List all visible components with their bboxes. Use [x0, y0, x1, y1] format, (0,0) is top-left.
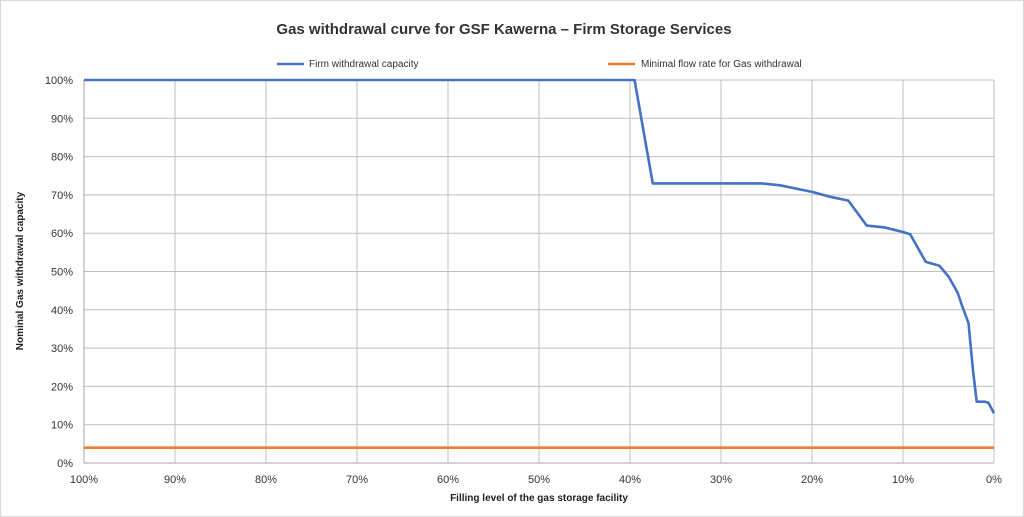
x-tick-label: 90% — [164, 474, 186, 486]
y-tick-label: 40% — [51, 305, 73, 317]
x-tick-label: 0% — [986, 474, 1002, 486]
legend: Firm withdrawal capacity Minimal flow rat… — [277, 59, 802, 70]
x-tick-label: 50% — [528, 474, 550, 486]
series-layer — [84, 78, 996, 449]
chart-title: Gas withdrawal curve for GSF Kawerna – F… — [276, 21, 731, 38]
y-axis-title: Nominal Gas withdrawal capacity — [15, 191, 26, 350]
legend-label: Minimal flow rate for Gas withdrawal — [641, 59, 802, 70]
x-tick-label: 30% — [710, 474, 732, 486]
y-tick-label: 20% — [51, 381, 73, 393]
legend-label: Firm withdrawal capacity — [309, 59, 418, 70]
y-tick-label: 100% — [45, 75, 73, 87]
x-tick-label: 10% — [892, 474, 914, 486]
x-axis-ticks: 100% 90% 80% 70% 60% 50% 40% 30% 20% 10% 0% — [70, 474, 1002, 486]
y-tick-label: 80% — [51, 152, 73, 164]
x-axis-title: Filling level of the gas storage facilit… — [450, 493, 628, 504]
x-tick-label: 70% — [346, 474, 368, 486]
y-tick-label: 50% — [51, 267, 73, 279]
y-tick-label: 90% — [51, 113, 73, 125]
x-tick-label: 80% — [255, 474, 277, 486]
gridlines — [83, 79, 995, 464]
y-tick-label: 70% — [51, 190, 73, 202]
x-tick-label: 20% — [801, 474, 823, 486]
y-tick-label: 30% — [51, 343, 73, 355]
series-line — [84, 78, 996, 414]
x-tick-label: 40% — [619, 474, 641, 486]
y-axis-ticks: 0% 10% 20% 30% 40% 50% 60% 70% 80% 90% 100% — [45, 75, 73, 470]
y-tick-label: 10% — [51, 420, 73, 432]
x-tick-label: 60% — [437, 474, 459, 486]
x-tick-label: 100% — [70, 474, 98, 486]
y-tick-label: 0% — [57, 458, 73, 470]
y-tick-label: 60% — [51, 228, 73, 240]
